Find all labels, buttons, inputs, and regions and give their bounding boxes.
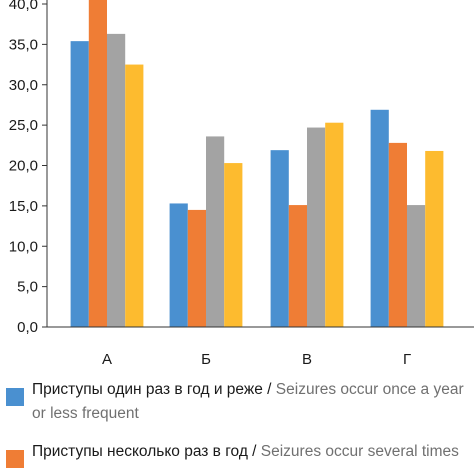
x-category-label: В — [302, 351, 312, 368]
bar — [169, 203, 188, 327]
y-axis: 0,0 5,0 10,0 15,0 20,0 25,0 30,0 35,0 40,0 — [9, 0, 48, 336]
bar-chart: 0,0 5,0 10,0 15,0 20,0 25,0 30,0 35,0 40,0 А Б В Г — [9, 0, 474, 368]
legend-swatch — [6, 388, 24, 406]
bars — [70, 0, 444, 328]
bar — [206, 136, 225, 327]
bar — [307, 127, 326, 327]
x-category-label: А — [102, 351, 112, 368]
bar — [288, 205, 307, 327]
bar — [407, 205, 426, 327]
bar — [107, 33, 126, 327]
y-tick-label: 20,0 — [9, 158, 38, 175]
y-tick-label: 10,0 — [9, 238, 38, 255]
bar — [70, 41, 89, 328]
bar — [187, 209, 206, 327]
legend-label: Приступы один раз в год и реже / Seizure… — [32, 381, 464, 422]
legend-item-several-times: Приступы несколько раз в год / Seizures … — [6, 440, 472, 468]
y-tick-label: 35,0 — [9, 36, 38, 53]
y-tick-label: 40,0 — [9, 0, 38, 13]
y-tick-label: 25,0 — [9, 117, 38, 134]
bar — [325, 122, 344, 327]
y-tick-label: 30,0 — [9, 77, 38, 94]
x-category-label: Б — [201, 351, 211, 368]
bar — [224, 163, 243, 327]
legend-label: Приступы несколько раз в год / Seizures … — [32, 443, 459, 460]
bar — [370, 109, 389, 327]
y-tick-label: 5,0 — [17, 279, 38, 296]
legend-swatch — [6, 450, 24, 468]
bar — [270, 150, 289, 327]
bar — [388, 142, 407, 327]
x-axis: А Б В Г — [47, 326, 474, 368]
bar — [425, 150, 444, 327]
x-category-label: Г — [403, 351, 411, 368]
legend-item-once-a-year: Приступы один раз в год и реже / Seizure… — [6, 378, 472, 426]
bar — [125, 64, 144, 327]
y-tick-label: 15,0 — [9, 198, 38, 215]
bar — [88, 0, 107, 328]
y-tick-label: 0,0 — [17, 319, 38, 336]
